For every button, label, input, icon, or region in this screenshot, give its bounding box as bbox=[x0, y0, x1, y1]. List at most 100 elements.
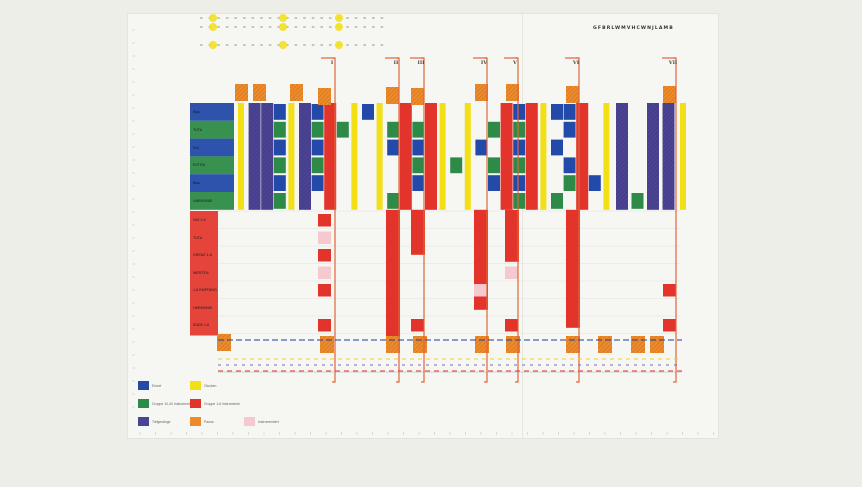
header-mark bbox=[251, 17, 255, 19]
cell-pink bbox=[474, 284, 487, 297]
pause-hatch bbox=[475, 336, 489, 353]
header-mark bbox=[260, 17, 263, 19]
header-highlight bbox=[335, 41, 343, 49]
header-mark bbox=[311, 44, 315, 46]
cell-blue bbox=[311, 175, 324, 191]
pause-hatch bbox=[506, 84, 519, 101]
legend-label: Instrumentiert bbox=[258, 420, 279, 424]
row-label-block bbox=[190, 120, 234, 139]
cell-blue bbox=[588, 175, 601, 191]
header-mark bbox=[268, 26, 272, 28]
bar-red-extended bbox=[566, 209, 580, 328]
legend-swatch bbox=[190, 399, 201, 408]
cell-blue bbox=[387, 139, 400, 156]
cell-pink bbox=[318, 231, 331, 244]
header-mark bbox=[311, 26, 315, 28]
cell-green bbox=[513, 157, 526, 174]
cell-green bbox=[488, 157, 500, 174]
row-label-top: TUTA bbox=[193, 127, 203, 132]
pause-hatch bbox=[318, 88, 331, 105]
header-mark bbox=[251, 44, 255, 46]
cell-blue bbox=[563, 121, 576, 138]
header-mark bbox=[243, 26, 246, 28]
cell-blue bbox=[273, 104, 286, 120]
header-mark bbox=[277, 26, 280, 28]
cell-red bbox=[663, 284, 676, 297]
header-mark bbox=[251, 26, 255, 28]
header-mark bbox=[346, 17, 349, 19]
cell-red bbox=[474, 249, 487, 262]
header-mark bbox=[260, 26, 263, 28]
cell-green bbox=[450, 157, 463, 174]
row-label-block bbox=[190, 192, 234, 210]
section-label: III bbox=[417, 60, 425, 66]
row-label-top: Blau bbox=[193, 181, 201, 186]
header-mark bbox=[234, 26, 237, 28]
cell-blue bbox=[513, 104, 526, 120]
bar-yellow bbox=[464, 103, 471, 210]
header-mark bbox=[346, 26, 349, 28]
cell-pink bbox=[318, 266, 331, 279]
header-mark bbox=[380, 26, 384, 28]
cell-green bbox=[412, 121, 425, 138]
legend-label: Tiefgesänge bbox=[152, 420, 171, 424]
pause-hatch bbox=[386, 336, 400, 353]
header-mark bbox=[380, 44, 384, 46]
bar-red-extended bbox=[505, 209, 519, 262]
header-mark bbox=[286, 44, 289, 46]
cell-blue bbox=[513, 175, 526, 191]
bar-hatch bbox=[647, 103, 659, 210]
cell-green bbox=[387, 193, 400, 209]
header-mark bbox=[380, 17, 384, 19]
header-mark bbox=[234, 44, 237, 46]
pause-hatch bbox=[566, 336, 580, 353]
header-mark bbox=[311, 17, 315, 19]
header-mark bbox=[294, 26, 298, 28]
section-label: VI bbox=[572, 60, 580, 66]
header-mark bbox=[372, 44, 375, 46]
row-label-block bbox=[190, 156, 234, 175]
header-mark bbox=[277, 17, 280, 19]
bar-yellow bbox=[439, 103, 446, 210]
cell-blue bbox=[412, 139, 425, 156]
cell-red bbox=[318, 319, 331, 332]
legend-label: Gruppe 1-6 Instrumente bbox=[204, 402, 240, 406]
bar-yellow bbox=[540, 103, 547, 210]
cell-green bbox=[273, 157, 286, 174]
legend-swatch bbox=[190, 417, 201, 426]
bar-hatch bbox=[662, 103, 675, 210]
bar-red bbox=[425, 103, 437, 210]
header-mark bbox=[243, 44, 246, 46]
legend-swatch bbox=[244, 417, 255, 426]
row-label-bottom: ENDE 1-6 bbox=[193, 323, 210, 327]
header-mark bbox=[303, 26, 306, 28]
paper-fold bbox=[522, 14, 523, 438]
header-mark bbox=[363, 17, 366, 19]
header-mark bbox=[225, 17, 229, 19]
bar-red bbox=[525, 103, 538, 210]
cell-green bbox=[631, 193, 644, 209]
header-mark bbox=[354, 44, 358, 46]
pause-hatch bbox=[290, 84, 303, 101]
row-label-bottom: WERTEN bbox=[193, 270, 209, 275]
legend-label: Glocken bbox=[204, 384, 217, 388]
bar-yellow bbox=[288, 103, 295, 210]
header-mark bbox=[329, 17, 332, 19]
cell-red bbox=[505, 249, 518, 262]
header-mark bbox=[200, 26, 203, 28]
bar-red bbox=[324, 103, 337, 210]
bar-red bbox=[576, 103, 589, 210]
header-mark bbox=[346, 44, 349, 46]
row-label-top: EXTRA bbox=[193, 163, 205, 168]
pause-hatch bbox=[411, 88, 424, 105]
cell-blue bbox=[362, 104, 374, 120]
pause-hatch bbox=[475, 84, 488, 101]
header-mark bbox=[354, 26, 358, 28]
cell-green bbox=[273, 121, 286, 138]
cell-red bbox=[566, 284, 579, 297]
cell-red bbox=[318, 214, 331, 227]
bar-yellow bbox=[351, 103, 358, 210]
header-mark bbox=[320, 44, 323, 46]
header-mark bbox=[225, 44, 229, 46]
